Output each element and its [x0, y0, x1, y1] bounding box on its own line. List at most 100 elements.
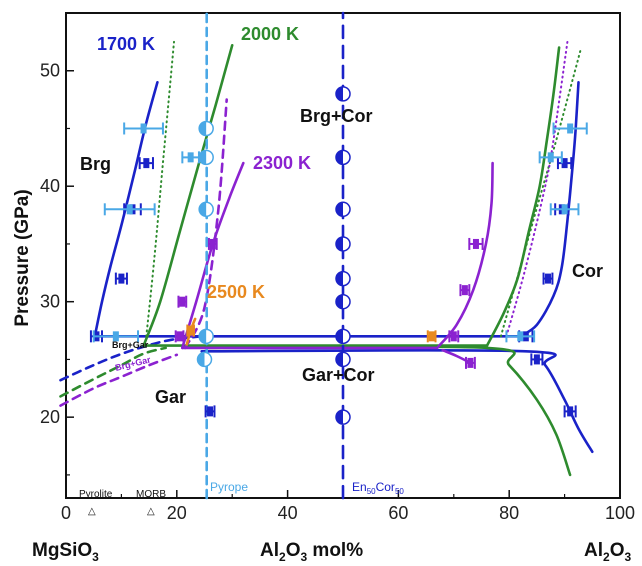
error-bar-marker: [143, 158, 150, 169]
error-bar: [92, 330, 140, 343]
data-point: [198, 328, 214, 345]
error-bar: [426, 330, 437, 343]
error-bar: [538, 151, 563, 164]
error-bar-marker: [428, 331, 435, 342]
error-bar-marker: [207, 406, 214, 417]
error-bar-marker: [472, 238, 479, 249]
x-label-left: MgSiO3: [32, 540, 99, 564]
data-point: [335, 409, 351, 425]
y-axis-label: Pressure (GPa): [12, 189, 33, 326]
error-bar-marker: [112, 331, 119, 342]
error-bar: [174, 330, 185, 343]
error-bar-marker: [567, 123, 574, 134]
error-bar-marker: [209, 238, 216, 249]
error-bar: [459, 284, 471, 297]
series-line-1700-k: [519, 81, 580, 338]
phase-label-brg-gar: Brg+Gar: [112, 340, 149, 350]
error-bar: [177, 295, 188, 308]
data-point-fill: [199, 329, 207, 344]
error-bar-marker: [461, 285, 468, 296]
data-point-fill: [336, 410, 343, 425]
error-bar-marker: [561, 158, 568, 169]
temperature-label-2000: 2000 K: [241, 24, 299, 44]
error-bar-marker: [179, 296, 186, 307]
series-line-2300-k: [505, 40, 569, 338]
data-points: [196, 86, 351, 425]
data-point: [335, 236, 351, 252]
data-point: [335, 351, 351, 368]
reference-label-pyrolite: Pyrolite: [79, 489, 113, 500]
data-point-fill: [336, 271, 343, 286]
series-line-2000-k: [59, 346, 167, 398]
x-tick-label: 40: [278, 503, 298, 523]
phase-boundaries: [59, 11, 594, 500]
data-point-fill: [199, 121, 207, 136]
series-line-1700-k: [59, 335, 203, 382]
y-tick-label: 40: [40, 176, 60, 196]
error-bar-marker: [567, 406, 574, 417]
error-bar: [464, 356, 476, 369]
temperature-label-2300: 2300 K: [253, 153, 311, 173]
data-point: [335, 86, 351, 102]
error-bar: [138, 157, 154, 170]
y-tick-label: 50: [40, 61, 60, 81]
data-point-fill: [199, 202, 207, 217]
phase-label-cor: Cor: [572, 261, 603, 281]
error-bar-marker: [547, 152, 554, 163]
data-point-fill: [199, 150, 207, 165]
temperature-label-1700: 1700 K: [97, 34, 155, 54]
phase-label-gar: Gar: [155, 387, 186, 407]
temperature-label-2500: 2500 K: [207, 282, 265, 302]
series-line-2000-k: [499, 46, 583, 338]
reference-arrow-morb: △: [147, 506, 155, 517]
error-bar-marker: [140, 123, 147, 134]
series-line-2300-k: [441, 348, 472, 365]
data-point-fill: [336, 150, 343, 165]
error-bar: [103, 203, 156, 216]
x-label-right: Al2O3: [584, 540, 631, 564]
error-bar-marker: [450, 331, 457, 342]
series-line-2000-k: [145, 40, 175, 338]
data-point: [198, 120, 214, 137]
axis-tick-labels: 0 20 40 60 80 100 20 30 40 50: [40, 61, 635, 523]
data-point-fill: [336, 86, 343, 101]
error-bar: [542, 272, 554, 285]
error-bar: [186, 324, 195, 337]
y-tick-label: 30: [40, 292, 60, 312]
error-bar: [505, 330, 536, 343]
reference-label-pyrope: Pyrope: [210, 480, 248, 494]
error-bar-marker: [176, 331, 183, 342]
data-point-fill: [336, 329, 343, 344]
reference-arrow-pyrolite: △: [88, 506, 96, 517]
x-tick-label: 20: [167, 503, 187, 523]
error-bar: [530, 353, 544, 366]
data-point-fill: [336, 294, 343, 309]
error-bar: [123, 122, 164, 135]
data-point: [198, 201, 214, 218]
phase-label-brg-gar-2: Brg+Gar: [114, 354, 152, 373]
x-tick-label: 80: [499, 503, 519, 523]
series-line-2300-k: [435, 161, 494, 350]
error-bar-marker: [126, 204, 133, 215]
x-tick-label: 60: [388, 503, 408, 523]
error-bar: [448, 330, 460, 343]
data-point: [335, 293, 351, 310]
error-bar-marker: [517, 331, 524, 342]
error-bar: [204, 405, 216, 418]
data-point: [335, 328, 351, 345]
phase-label-brg: Brg: [80, 154, 111, 174]
error-bar-marker: [561, 204, 568, 215]
error-bars: [89, 122, 588, 418]
error-bar: [181, 151, 200, 164]
error-bar: [552, 122, 588, 135]
error-bar-marker: [533, 354, 540, 365]
data-point-fill: [336, 352, 343, 367]
phase-label-brg-cor: Brg+Cor: [300, 106, 373, 126]
error-bar: [556, 157, 573, 170]
reference-label-en50cor50: En50Cor50: [352, 480, 404, 496]
series-line-2300-k: [59, 353, 179, 407]
error-bar-marker: [187, 152, 194, 163]
data-point: [335, 201, 351, 218]
error-bar: [468, 237, 484, 250]
series-line-2000-k: [142, 44, 234, 347]
